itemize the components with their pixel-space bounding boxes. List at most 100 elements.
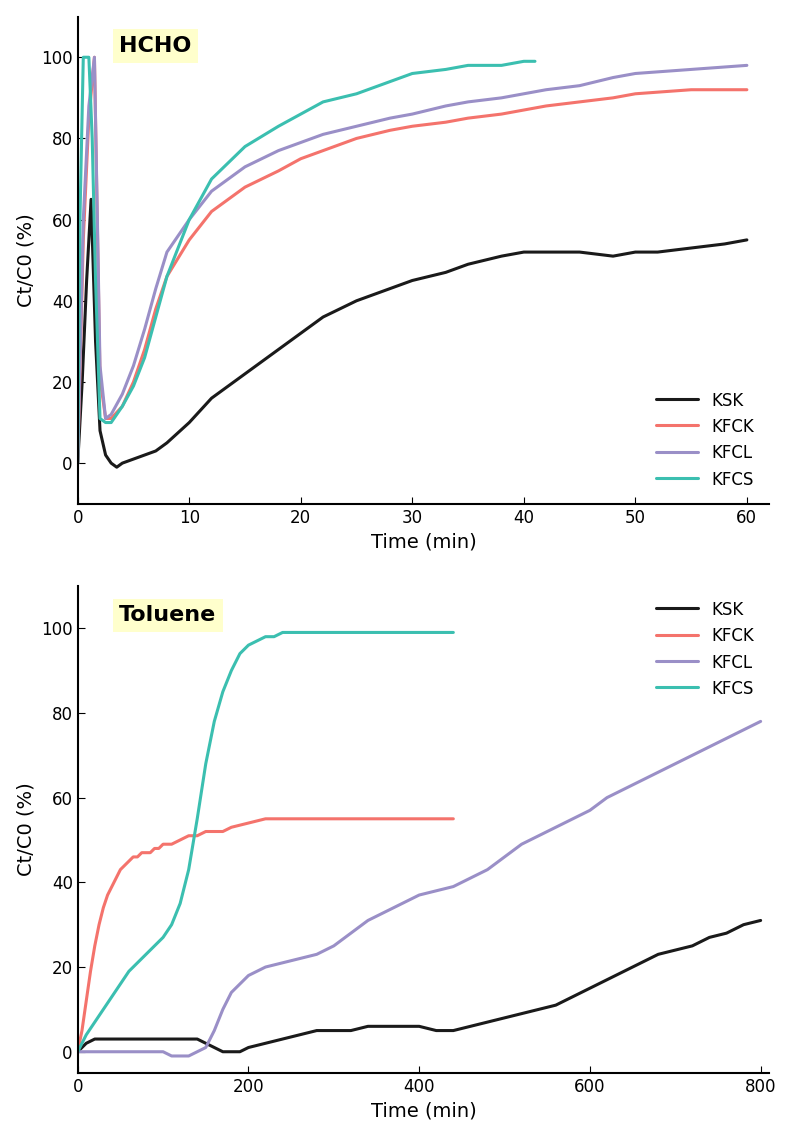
- KFCS: [260, 630, 270, 644]
- KFCL: [346, 927, 356, 940]
- KFCK: [94, 918, 104, 931]
- KSK: [87, 192, 96, 206]
- KFCK: [150, 841, 160, 855]
- KSK: [542, 246, 551, 259]
- KFCL: [519, 86, 529, 100]
- KFCS: [75, 213, 85, 226]
- KFCS: [318, 96, 328, 109]
- KFCL: [129, 359, 138, 373]
- KFCS: [355, 625, 364, 639]
- KFCS: [106, 416, 116, 430]
- KFCK: [352, 132, 361, 146]
- KFCS: [141, 947, 151, 961]
- KFCK: [140, 342, 149, 356]
- KFCK: [318, 143, 328, 157]
- KFCS: [79, 50, 88, 64]
- KFCK: [441, 115, 450, 128]
- KFCL: [95, 359, 105, 373]
- KFCS: [519, 55, 529, 68]
- KFCS: [414, 625, 424, 639]
- KFCS: [321, 625, 330, 639]
- KFCL: [756, 714, 765, 728]
- KSK: [91, 334, 100, 348]
- Line: KFCS: KFCS: [78, 57, 535, 463]
- KSK: [129, 453, 138, 466]
- KFCL: [636, 774, 646, 788]
- KFCK: [295, 812, 304, 825]
- KSK: [206, 391, 216, 405]
- KFCL: [210, 1023, 219, 1037]
- KSK: [73, 1045, 83, 1059]
- KFCS: [77, 1037, 87, 1051]
- KFCK: [120, 858, 129, 872]
- KFCL: [106, 407, 116, 421]
- KFCS: [82, 50, 91, 64]
- KFCL: [260, 961, 270, 974]
- KSK: [106, 456, 116, 470]
- KFCS: [167, 918, 176, 931]
- KFCL: [352, 119, 361, 133]
- KFCK: [107, 880, 117, 894]
- KFCL: [329, 939, 338, 953]
- KFCL: [704, 740, 714, 754]
- X-axis label: Time (min): Time (min): [371, 532, 476, 551]
- KFCK: [106, 412, 116, 425]
- KFCL: [118, 388, 127, 401]
- KFCL: [534, 829, 543, 843]
- KFCK: [278, 812, 287, 825]
- KSK: [318, 310, 328, 324]
- KFCK: [129, 375, 138, 389]
- KFCS: [312, 625, 322, 639]
- KFCK: [167, 837, 176, 850]
- KSK: [519, 246, 529, 259]
- Legend: KSK, KFCK, KFCL, KFCS: KSK, KFCK, KFCL, KFCS: [649, 385, 761, 496]
- KFCS: [73, 456, 83, 470]
- KFCL: [73, 1045, 83, 1059]
- Line: KFCL: KFCL: [78, 57, 747, 463]
- KFCL: [431, 883, 441, 897]
- KFCS: [84, 50, 94, 64]
- KFCL: [151, 282, 160, 296]
- KFCS: [337, 625, 347, 639]
- KFCK: [111, 871, 121, 885]
- KSK: [162, 435, 172, 449]
- KFCS: [151, 310, 160, 324]
- KFCS: [133, 956, 142, 970]
- KFCL: [241, 160, 250, 174]
- KFCK: [137, 846, 147, 860]
- KFCS: [87, 132, 97, 146]
- KFCS: [158, 930, 168, 944]
- KFCL: [295, 952, 304, 965]
- KFCL: [101, 412, 110, 425]
- KSK: [720, 238, 730, 251]
- KFCL: [244, 969, 253, 982]
- KFCS: [431, 625, 441, 639]
- KFCL: [73, 456, 83, 470]
- KFCS: [98, 1003, 108, 1016]
- KFCL: [688, 748, 697, 762]
- KFCK: [118, 399, 127, 413]
- KFCS: [274, 119, 283, 133]
- KSK: [241, 367, 250, 381]
- KFCS: [278, 625, 287, 639]
- KFCK: [296, 152, 306, 166]
- KFCK: [497, 107, 507, 121]
- KFCL: [608, 70, 618, 84]
- KFCK: [397, 812, 407, 825]
- KFCK: [77, 1023, 87, 1037]
- KSK: [151, 445, 160, 458]
- KFCS: [116, 977, 125, 990]
- KFCK: [184, 829, 194, 843]
- KFCK: [226, 821, 236, 835]
- KFCL: [585, 804, 595, 818]
- KFCK: [260, 812, 270, 825]
- KFCS: [440, 625, 449, 639]
- KFCK: [175, 833, 185, 847]
- KFCL: [653, 765, 663, 779]
- KFCL: [542, 83, 551, 97]
- KFCS: [252, 634, 262, 648]
- KFCL: [465, 871, 475, 885]
- KFCL: [551, 821, 561, 835]
- KFCS: [497, 58, 507, 72]
- KFCS: [397, 625, 407, 639]
